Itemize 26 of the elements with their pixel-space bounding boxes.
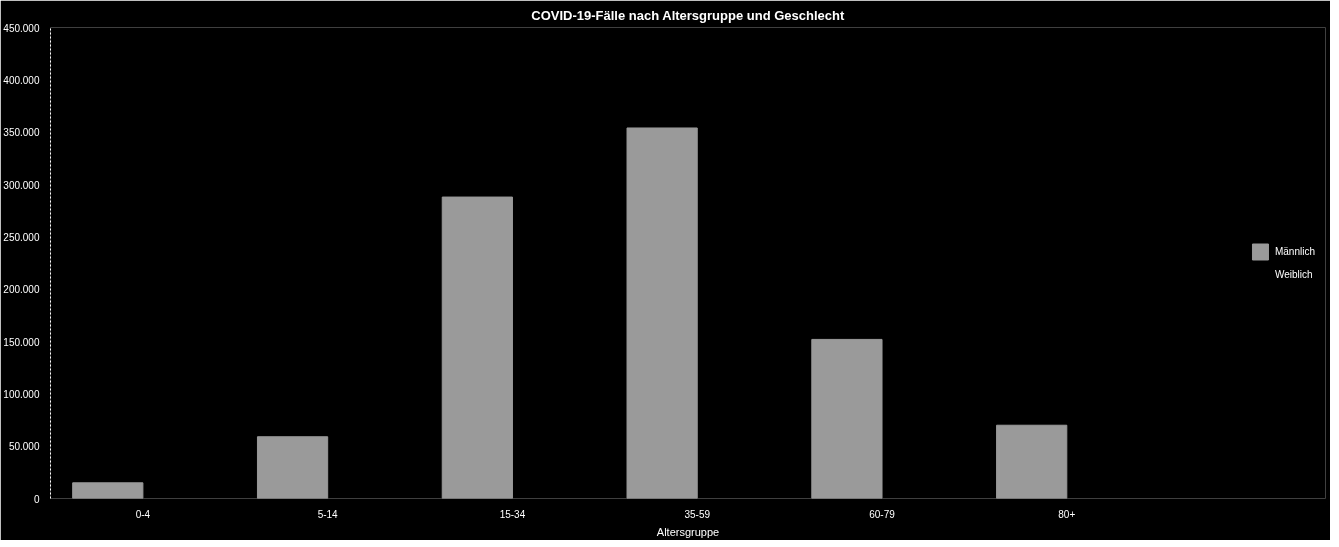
x-axis-title: Altersgruppe bbox=[656, 525, 720, 538]
bar bbox=[256, 436, 329, 499]
y-tick-label: 100.000 bbox=[3, 388, 40, 400]
y-tick-label: 350.000 bbox=[3, 127, 40, 139]
y-tick-label: 300.000 bbox=[3, 179, 40, 191]
x-tick-label: 5-14 bbox=[317, 508, 339, 520]
y-tick-label: 200.000 bbox=[3, 284, 40, 296]
bar bbox=[811, 338, 883, 499]
legend-label: Männlich bbox=[1274, 245, 1315, 257]
y-tick-label: 50.000 bbox=[8, 441, 40, 453]
x-tick-label: 60-79 bbox=[869, 508, 896, 520]
x-tick-label: 15-34 bbox=[499, 508, 526, 520]
bar bbox=[626, 127, 698, 499]
x-tick-label: 80+ bbox=[1058, 508, 1076, 520]
y-tick-label: 450.000 bbox=[3, 22, 40, 34]
y-tick-label: 0 bbox=[33, 493, 40, 505]
bar bbox=[72, 482, 144, 499]
bar bbox=[996, 424, 1068, 499]
x-tick-label: 35-59 bbox=[684, 508, 711, 520]
x-tick-label: 0-4 bbox=[135, 508, 151, 520]
y-tick-label: 400.000 bbox=[3, 74, 40, 86]
chart-title: COVID-19-Fälle nach Altersgruppe und Geschlecht bbox=[531, 7, 845, 23]
bar bbox=[441, 196, 513, 499]
y-tick-label: 250.000 bbox=[3, 231, 40, 243]
text: Weiblich bbox=[1274, 268, 1313, 280]
y-tick-label: 150.000 bbox=[3, 336, 40, 348]
